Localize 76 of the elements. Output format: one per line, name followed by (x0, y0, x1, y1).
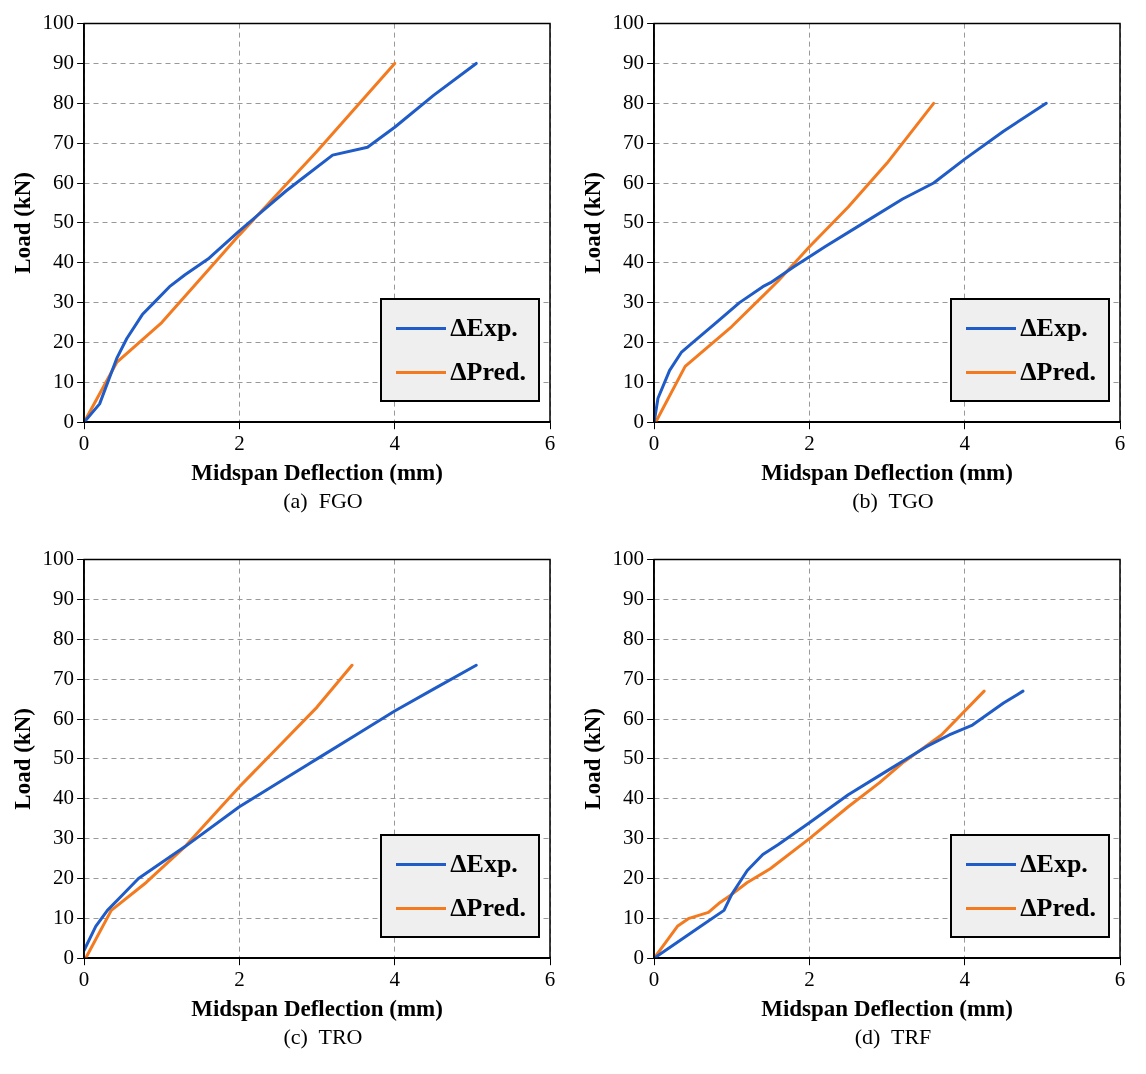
y-tick-label: 10 (623, 904, 645, 929)
x-tick-label: 4 (959, 967, 971, 992)
legend-label: ΔPred. (1020, 892, 1096, 925)
x-tick-label: 6 (544, 431, 556, 456)
legend-label: ΔPred. (1020, 356, 1096, 389)
legend-label: ΔExp. (1020, 312, 1088, 345)
y-axis-title: Load (kN) (9, 172, 35, 274)
legend-label: ΔPred. (450, 356, 526, 389)
text: (d) TRF (853, 1024, 933, 1050)
y-tick-label: 80 (623, 625, 645, 650)
y-tick-label: 90 (53, 585, 75, 610)
y-tick-label: 20 (53, 329, 75, 353)
y-axis-title: Load (kN) (579, 708, 605, 810)
x-tick-label: 6 (1114, 431, 1126, 456)
x-tick-label: 2 (804, 431, 815, 456)
legend-label: ΔExp. (450, 312, 518, 345)
y-tick-label: 40 (53, 785, 75, 810)
y-tick-label: 20 (53, 865, 75, 889)
y-tick-label: 60 (623, 169, 645, 194)
y-tick-label: 70 (53, 129, 75, 154)
y-tick-label: 50 (623, 745, 645, 770)
y-tick-label: 0 (633, 944, 645, 969)
y-tick-label: 0 (63, 408, 75, 433)
y-tick-label: 0 (63, 944, 75, 969)
text: (a) FGO (282, 488, 364, 514)
y-tick-label: 20 (623, 329, 645, 353)
text: (b) TGO (851, 488, 935, 514)
x-tick-label: 6 (1114, 967, 1126, 992)
y-tick-label: 100 (42, 546, 75, 571)
y-tick-label: 100 (42, 10, 75, 35)
x-tick-label: 4 (389, 431, 401, 456)
y-tick-label: 10 (53, 904, 75, 929)
y-tick-label: 20 (623, 865, 645, 889)
y-tick-label: 10 (623, 368, 645, 393)
y-tick-label: 30 (53, 825, 75, 850)
y-tick-label: 40 (623, 785, 645, 810)
y-tick-label: 30 (53, 289, 75, 314)
x-tick-label: 6 (544, 967, 556, 992)
legend-label: ΔExp. (1020, 848, 1088, 881)
y-tick-label: 10 (53, 368, 75, 393)
y-tick-label: 80 (53, 89, 75, 114)
y-tick-label: 70 (623, 665, 645, 690)
y-tick-label: 50 (53, 209, 75, 234)
y-axis-title: Load (kN) (579, 172, 605, 274)
text: (c) TRO (282, 1024, 364, 1050)
y-tick-label: 60 (53, 705, 75, 730)
x-tick-label: 2 (804, 967, 815, 992)
x-tick-label: 4 (389, 967, 401, 992)
y-tick-label: 80 (53, 625, 75, 650)
legend-label: ΔExp. (450, 848, 518, 881)
y-tick-label: 80 (623, 89, 645, 114)
y-tick-label: 30 (623, 825, 645, 850)
x-axis-title: Midspan Deflection (mm) (191, 460, 443, 486)
y-tick-label: 50 (53, 745, 75, 770)
x-tick-label: 2 (234, 431, 245, 456)
y-tick-label: 70 (53, 665, 75, 690)
y-tick-label: 30 (623, 289, 645, 314)
x-tick-label: 2 (234, 967, 245, 992)
y-tick-label: 40 (623, 249, 645, 274)
x-axis-title: Midspan Deflection (mm) (191, 996, 443, 1022)
y-tick-label: 100 (612, 10, 645, 35)
y-tick-label: 40 (53, 249, 75, 274)
y-tick-label: 60 (623, 705, 645, 730)
x-tick-label: 4 (959, 431, 971, 456)
y-tick-label: 60 (53, 169, 75, 194)
y-tick-label: 90 (623, 49, 645, 74)
x-axis-title: Midspan Deflection (mm) (761, 460, 1013, 486)
y-axis-title: Load (kN) (9, 708, 35, 810)
y-tick-label: 70 (623, 129, 645, 154)
x-axis-title: Midspan Deflection (mm) (761, 996, 1013, 1022)
y-tick-label: 0 (633, 408, 645, 433)
legend-label: ΔPred. (450, 892, 526, 925)
y-tick-label: 90 (53, 49, 75, 74)
y-tick-label: 90 (623, 585, 645, 610)
y-tick-label: 50 (623, 209, 645, 234)
y-tick-label: 100 (612, 546, 645, 571)
